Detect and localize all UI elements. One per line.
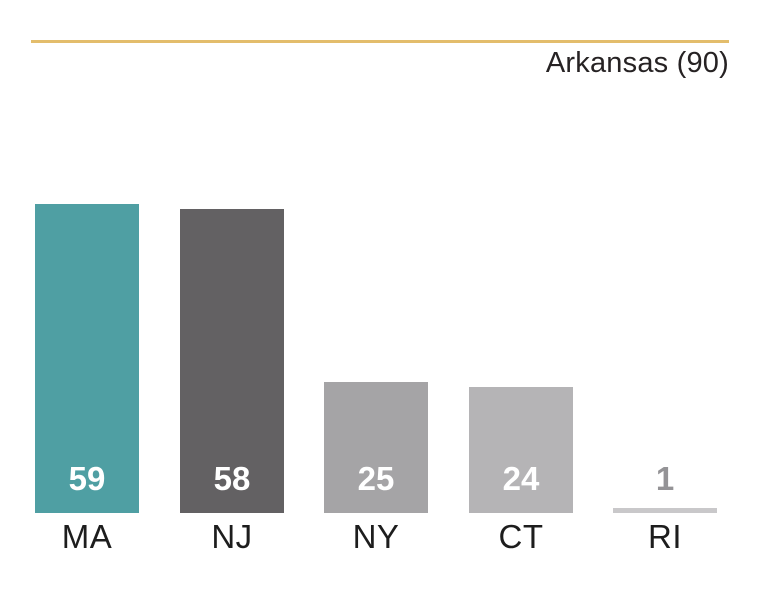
accent-rule [31, 40, 729, 43]
bar-value-ri: 1 [655, 460, 675, 497]
bar-ma [35, 204, 139, 513]
bar-ny [324, 382, 428, 513]
bar-label-ny: NY [352, 518, 400, 555]
bar-value-ct: 24 [502, 460, 540, 497]
bar-label-ct: CT [498, 518, 544, 555]
bar-label-nj: NJ [211, 518, 253, 555]
chart-title: Arkansas (90) [545, 47, 729, 79]
bar-value-ma: 59 [68, 460, 106, 497]
bar-value-nj: 58 [213, 460, 251, 497]
bar-nj [180, 209, 284, 513]
bar-ct [469, 387, 573, 513]
bar-value-ny: 25 [357, 460, 395, 497]
bar-label-ma: MA [61, 518, 113, 555]
bar-ri [613, 508, 717, 513]
bar-label-ri: RI [648, 518, 682, 555]
